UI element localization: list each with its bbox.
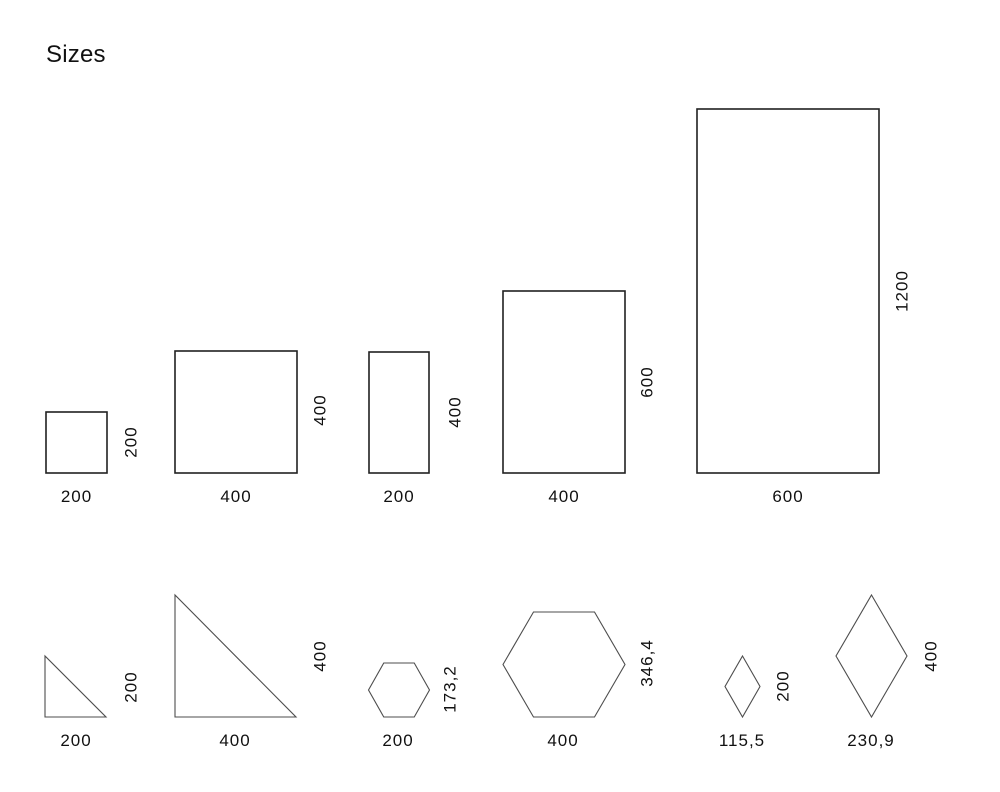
width-dimension-label: 600 — [772, 487, 803, 506]
height-dimension-label: 173,2 — [441, 665, 460, 713]
shape-hexagon-200: 200 173,2 — [367, 662, 460, 750]
square-200-outline — [45, 411, 108, 474]
height-dimension-label: 200 — [122, 426, 141, 457]
width-dimension-label: 400 — [547, 731, 578, 750]
width-dimension-label: 400 — [548, 487, 579, 506]
rectangle-400x600-outline — [502, 290, 626, 474]
shape-square-200x200: 200 200 — [45, 411, 141, 506]
height-dimension-label: 200 — [122, 671, 141, 702]
shape-square-400x400: 400 400 — [174, 350, 330, 506]
height-dimension-label: 400 — [446, 396, 465, 427]
hexagon-200-outline — [367, 662, 431, 718]
rectangle-600x1200-outline — [696, 108, 880, 474]
page-title: Sizes — [46, 41, 106, 68]
width-dimension-label: 400 — [220, 487, 251, 506]
width-dimension-label: 200 — [61, 487, 92, 506]
width-dimension-label: 400 — [219, 731, 250, 750]
height-dimension-label: 400 — [311, 394, 330, 425]
rhombus-115-outline — [724, 654, 761, 719]
shape-hexagon-400: 400 346,4 — [502, 611, 657, 750]
shape-triangle-400x400: 400 400 — [174, 593, 330, 750]
height-dimension-label: 400 — [922, 640, 941, 671]
hexagon-400-outline — [502, 611, 626, 718]
square-400-outline — [174, 350, 298, 474]
width-dimension-label: 115,5 — [719, 731, 765, 750]
rectangle-200x400-outline — [368, 351, 430, 474]
height-dimension-label: 1200 — [893, 270, 912, 312]
rhombus-230-outline — [835, 593, 908, 719]
triangle-200-outline — [44, 654, 108, 718]
shape-rectangle-400x600: 400 600 — [502, 290, 657, 506]
shape-rectangle-200x400: 200 400 — [368, 351, 465, 506]
shape-rhombus-115: 115,5 200 — [719, 654, 793, 750]
width-dimension-label: 200 — [382, 731, 413, 750]
height-dimension-label: 400 — [311, 640, 330, 671]
width-dimension-label: 200 — [60, 731, 91, 750]
triangle-400-outline — [174, 593, 298, 718]
height-dimension-label: 346,4 — [638, 639, 657, 687]
width-dimension-label: 200 — [383, 487, 414, 506]
shape-rectangle-600x1200: 600 1200 — [696, 108, 912, 506]
shape-rhombus-230: 230,9 400 — [835, 593, 941, 750]
height-dimension-label: 200 — [774, 670, 793, 701]
height-dimension-label: 600 — [638, 366, 657, 397]
shape-triangle-200x200: 200 200 — [44, 654, 141, 750]
width-dimension-label: 230,9 — [847, 731, 895, 750]
